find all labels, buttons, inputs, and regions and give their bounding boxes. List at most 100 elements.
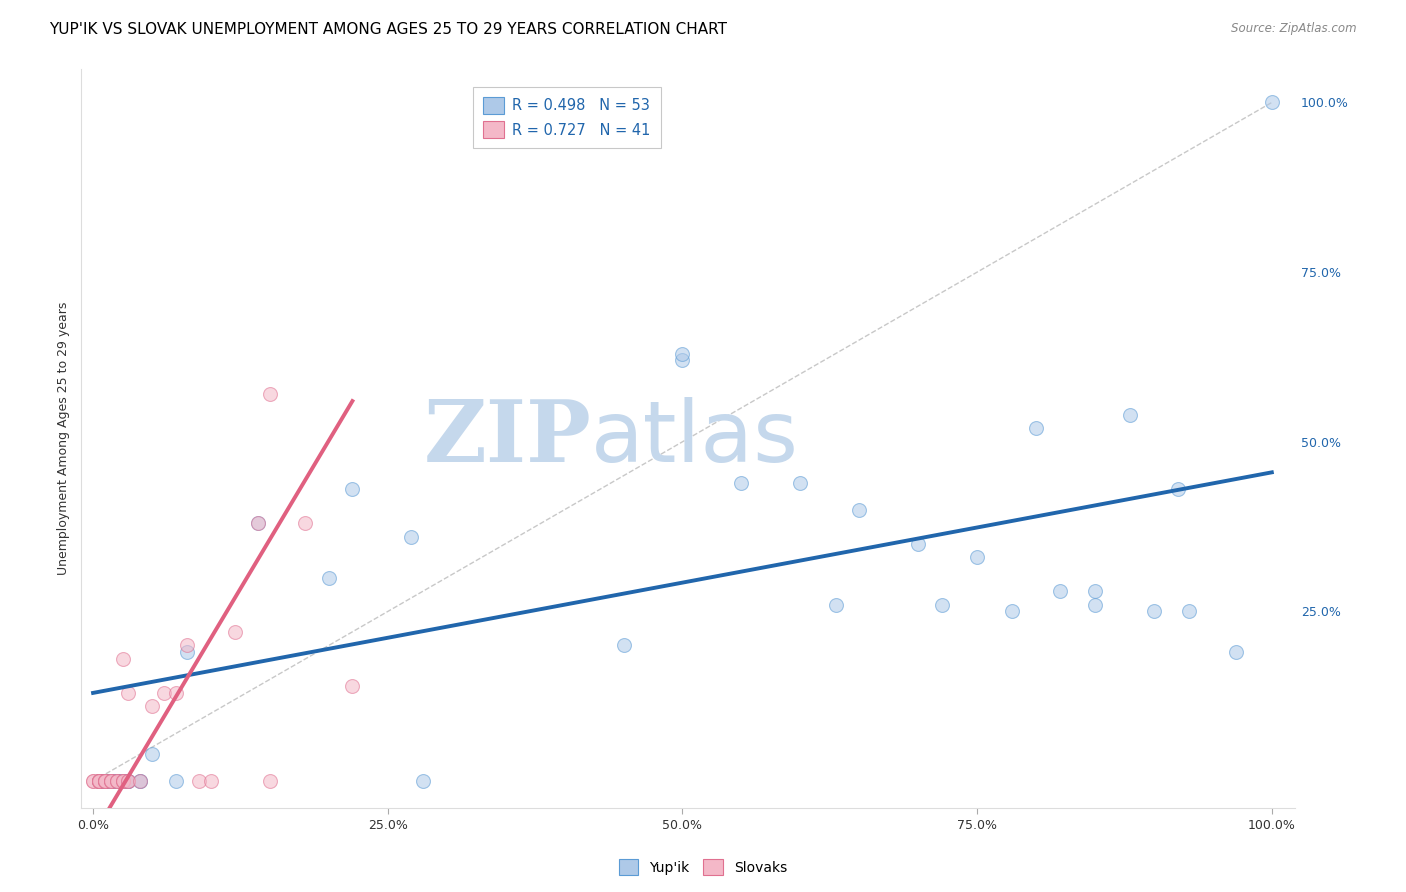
Point (931, 598, 953, 612)
Point (105, 774, 128, 789)
Point (100, 774, 122, 789)
Point (87, 774, 110, 789)
Point (105, 774, 128, 789)
Point (1084, 598, 1107, 612)
Point (1178, 605, 1201, 619)
Point (105, 774, 128, 789)
Point (165, 774, 187, 789)
Point (100, 774, 122, 789)
Point (200, 774, 222, 789)
Point (342, 679, 364, 693)
Point (1001, 605, 1024, 619)
Point (87, 774, 110, 789)
Legend: Yup'ik, Slovaks: Yup'ik, Slovaks (613, 854, 793, 880)
Point (100, 774, 122, 789)
Point (1261, 95, 1284, 110)
Point (848, 502, 870, 516)
Point (82, 774, 104, 789)
Point (176, 639, 198, 653)
Point (105, 774, 128, 789)
Point (129, 774, 152, 789)
Point (117, 774, 139, 789)
Point (87, 774, 110, 789)
Point (1084, 584, 1107, 599)
Point (342, 483, 364, 497)
Point (1143, 605, 1166, 619)
Point (105, 774, 128, 789)
Point (671, 353, 693, 368)
Point (94, 774, 117, 789)
Point (176, 645, 198, 659)
Point (294, 516, 316, 531)
Point (87, 774, 110, 789)
Point (87, 774, 110, 789)
Point (100, 774, 122, 789)
Point (907, 536, 929, 550)
Point (111, 774, 134, 789)
Point (612, 639, 634, 653)
Point (87, 774, 110, 789)
Point (259, 774, 281, 789)
Point (141, 747, 163, 761)
Point (1119, 408, 1142, 422)
Point (111, 652, 134, 666)
Point (111, 774, 134, 789)
Point (671, 346, 693, 360)
Point (111, 774, 134, 789)
Point (94, 774, 117, 789)
Point (94, 774, 117, 789)
Point (824, 598, 846, 612)
Point (82, 774, 104, 789)
Point (94, 774, 117, 789)
Point (105, 774, 128, 789)
Point (412, 774, 434, 789)
Point (117, 686, 139, 700)
Point (94, 774, 117, 789)
Legend: R = 0.498   N = 53, R = 0.727   N = 41: R = 0.498 N = 53, R = 0.727 N = 41 (472, 87, 661, 148)
Point (87, 774, 110, 789)
Point (1025, 421, 1047, 435)
Point (87, 774, 110, 789)
Point (94, 774, 117, 789)
Point (318, 570, 340, 584)
Point (100, 774, 122, 789)
Point (966, 550, 988, 565)
Point (141, 699, 163, 714)
Point (401, 530, 423, 544)
Point (111, 774, 134, 789)
Text: atlas: atlas (591, 397, 799, 480)
Point (789, 475, 811, 490)
Point (1166, 483, 1188, 497)
Text: Source: ZipAtlas.com: Source: ZipAtlas.com (1232, 22, 1357, 36)
Point (247, 516, 270, 531)
Point (730, 475, 752, 490)
Point (105, 774, 128, 789)
Point (117, 774, 139, 789)
Text: ZIP: ZIP (423, 396, 591, 481)
Point (1225, 645, 1247, 659)
Y-axis label: Unemployment Among Ages 25 to 29 years: Unemployment Among Ages 25 to 29 years (58, 301, 70, 575)
Point (94, 774, 117, 789)
Point (105, 774, 128, 789)
Point (105, 774, 128, 789)
Point (259, 387, 281, 401)
Point (165, 686, 187, 700)
Point (1049, 584, 1071, 599)
Point (117, 774, 139, 789)
Point (129, 774, 152, 789)
Point (100, 774, 122, 789)
Point (117, 774, 139, 789)
Point (94, 774, 117, 789)
Point (111, 774, 134, 789)
Point (87, 774, 110, 789)
Point (94, 774, 117, 789)
Point (94, 774, 117, 789)
Point (153, 686, 176, 700)
Point (224, 624, 246, 639)
Point (247, 516, 270, 531)
Point (129, 774, 152, 789)
Point (188, 774, 211, 789)
Point (100, 774, 122, 789)
Text: YUP'IK VS SLOVAK UNEMPLOYMENT AMONG AGES 25 TO 29 YEARS CORRELATION CHART: YUP'IK VS SLOVAK UNEMPLOYMENT AMONG AGES… (49, 22, 727, 37)
Point (117, 774, 139, 789)
